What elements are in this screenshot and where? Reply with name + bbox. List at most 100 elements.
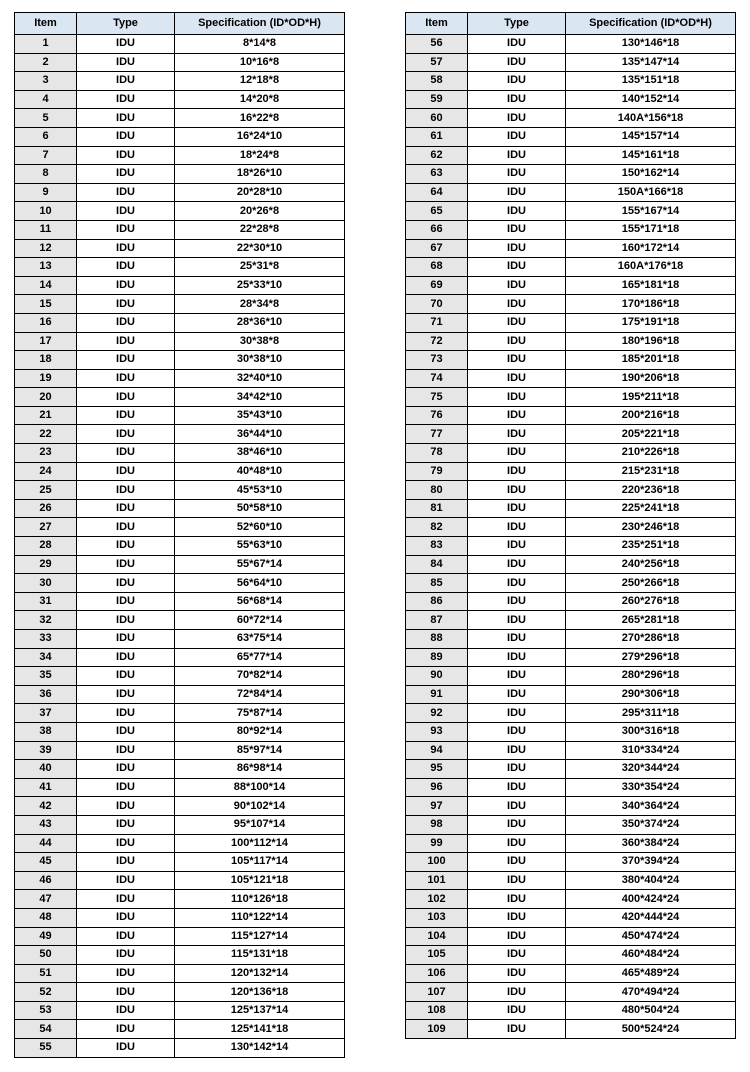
- cell-type: IDU: [468, 592, 566, 611]
- cell-spec: 120*132*14: [175, 964, 345, 983]
- table-row: 27IDU52*60*10: [15, 518, 345, 537]
- table-row: 86IDU260*276*18: [406, 592, 736, 611]
- table-row: 31IDU56*68*14: [15, 592, 345, 611]
- cell-item: 82: [406, 518, 468, 537]
- cell-spec: 12*18*8: [175, 72, 345, 91]
- cell-spec: 500*524*24: [566, 1020, 736, 1039]
- cell-type: IDU: [468, 109, 566, 128]
- cell-type: IDU: [468, 425, 566, 444]
- header-spec: Specification (ID*OD*H): [566, 13, 736, 35]
- cell-item: 14: [15, 276, 77, 295]
- cell-spec: 75*87*14: [175, 704, 345, 723]
- cell-item: 103: [406, 908, 468, 927]
- cell-spec: 175*191*18: [566, 313, 736, 332]
- cell-type: IDU: [77, 35, 175, 54]
- table-row: 32IDU60*72*14: [15, 611, 345, 630]
- cell-item: 15: [15, 295, 77, 314]
- cell-type: IDU: [77, 797, 175, 816]
- cell-type: IDU: [468, 983, 566, 1002]
- cell-spec: 145*157*14: [566, 127, 736, 146]
- cell-spec: 30*38*10: [175, 351, 345, 370]
- cell-spec: 185*201*18: [566, 351, 736, 370]
- cell-type: IDU: [468, 946, 566, 965]
- table-row: 51IDU120*132*14: [15, 964, 345, 983]
- cell-spec: 290*306*18: [566, 685, 736, 704]
- cell-item: 28: [15, 537, 77, 556]
- table-row: 58IDU135*151*18: [406, 72, 736, 91]
- cell-type: IDU: [468, 53, 566, 72]
- cell-spec: 100*112*14: [175, 834, 345, 853]
- cell-item: 48: [15, 908, 77, 927]
- cell-spec: 40*48*10: [175, 462, 345, 481]
- cell-item: 12: [15, 239, 77, 258]
- cell-type: IDU: [77, 760, 175, 779]
- cell-item: 80: [406, 481, 468, 500]
- table-row: 52IDU120*136*18: [15, 983, 345, 1002]
- cell-type: IDU: [468, 648, 566, 667]
- cell-type: IDU: [468, 388, 566, 407]
- cell-type: IDU: [468, 72, 566, 91]
- cell-spec: 130*142*14: [175, 1039, 345, 1058]
- cell-item: 29: [15, 555, 77, 574]
- cell-item: 81: [406, 499, 468, 518]
- table-row: 40IDU86*98*14: [15, 760, 345, 779]
- cell-spec: 25*31*8: [175, 258, 345, 277]
- cell-type: IDU: [468, 778, 566, 797]
- table-row: 89IDU279*296*18: [406, 648, 736, 667]
- table-row: 24IDU40*48*10: [15, 462, 345, 481]
- table-row: 13IDU25*31*8: [15, 258, 345, 277]
- table-row: 26IDU50*58*10: [15, 499, 345, 518]
- table-row: 11IDU22*28*8: [15, 220, 345, 239]
- cell-spec: 135*147*14: [566, 53, 736, 72]
- cell-type: IDU: [468, 276, 566, 295]
- cell-item: 39: [15, 741, 77, 760]
- cell-spec: 52*60*10: [175, 518, 345, 537]
- cell-item: 83: [406, 537, 468, 556]
- cell-item: 59: [406, 90, 468, 109]
- table-row: 78IDU210*226*18: [406, 444, 736, 463]
- table-row: 38IDU80*92*14: [15, 722, 345, 741]
- cell-type: IDU: [468, 220, 566, 239]
- cell-item: 75: [406, 388, 468, 407]
- table-row: 34IDU65*77*14: [15, 648, 345, 667]
- cell-spec: 35*43*10: [175, 406, 345, 425]
- cell-item: 84: [406, 555, 468, 574]
- cell-type: IDU: [77, 351, 175, 370]
- table-row: 90IDU280*296*18: [406, 667, 736, 686]
- cell-spec: 32*40*10: [175, 369, 345, 388]
- cell-spec: 220*236*18: [566, 481, 736, 500]
- cell-spec: 295*311*18: [566, 704, 736, 723]
- table-row: 92IDU295*311*18: [406, 704, 736, 723]
- cell-spec: 70*82*14: [175, 667, 345, 686]
- table-row: 10IDU20*26*8: [15, 202, 345, 221]
- cell-spec: 105*117*14: [175, 853, 345, 872]
- table-row: 61IDU145*157*14: [406, 127, 736, 146]
- table-row: 5IDU16*22*8: [15, 109, 345, 128]
- cell-type: IDU: [468, 815, 566, 834]
- cell-spec: 140A*156*18: [566, 109, 736, 128]
- cell-item: 62: [406, 146, 468, 165]
- table-row: 64IDU150A*166*18: [406, 183, 736, 202]
- cell-spec: 65*77*14: [175, 648, 345, 667]
- cell-spec: 55*63*10: [175, 537, 345, 556]
- cell-spec: 145*161*18: [566, 146, 736, 165]
- cell-type: IDU: [77, 202, 175, 221]
- spec-table-left: Item Type Specification (ID*OD*H) 1IDU8*…: [14, 12, 345, 1058]
- cell-item: 52: [15, 983, 77, 1002]
- cell-spec: 160A*176*18: [566, 258, 736, 277]
- cell-item: 47: [15, 890, 77, 909]
- cell-item: 79: [406, 462, 468, 481]
- cell-spec: 400*424*24: [566, 890, 736, 909]
- cell-spec: 235*251*18: [566, 537, 736, 556]
- page: Item Type Specification (ID*OD*H) 1IDU8*…: [0, 0, 750, 1072]
- cell-type: IDU: [77, 834, 175, 853]
- cell-item: 50: [15, 946, 77, 965]
- cell-spec: 20*28*10: [175, 183, 345, 202]
- table-row: 99IDU360*384*24: [406, 834, 736, 853]
- cell-item: 33: [15, 630, 77, 649]
- cell-item: 101: [406, 871, 468, 890]
- cell-type: IDU: [468, 165, 566, 184]
- cell-item: 45: [15, 853, 77, 872]
- cell-type: IDU: [77, 276, 175, 295]
- cell-spec: 155*167*14: [566, 202, 736, 221]
